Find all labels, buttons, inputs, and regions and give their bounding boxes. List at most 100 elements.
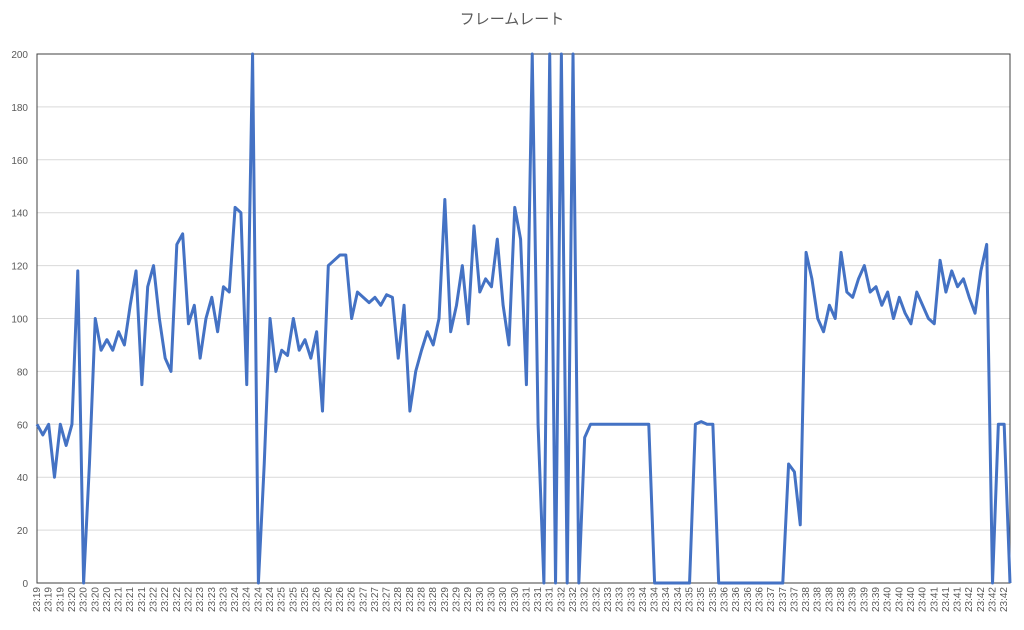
y-tick-label: 160 xyxy=(11,156,28,167)
x-tick-label: 23:32 xyxy=(568,587,579,612)
x-tick-label: 23:39 xyxy=(859,587,870,612)
y-tick-label: 180 xyxy=(11,103,28,114)
x-tick-label: 23:30 xyxy=(510,587,521,612)
x-tick-label: 23:33 xyxy=(626,587,637,612)
y-tick-label: 60 xyxy=(17,420,29,431)
y-tick-label: 40 xyxy=(17,473,29,484)
x-tick-label: 23:27 xyxy=(358,587,369,612)
x-tick-label: 23:22 xyxy=(149,587,160,612)
x-tick-label: 23:30 xyxy=(498,587,509,612)
x-tick-label: 23:20 xyxy=(67,587,78,612)
x-tick-label: 23:31 xyxy=(521,587,532,612)
x-tick-label: 23:24 xyxy=(265,587,276,612)
x-tick-label: 23:32 xyxy=(591,587,602,612)
x-tick-label: 23:35 xyxy=(708,587,719,612)
x-tick-label: 23:20 xyxy=(102,587,113,612)
x-tick-label: 23:36 xyxy=(743,587,754,612)
x-tick-label: 23:40 xyxy=(906,587,917,612)
x-tick-label: 23:21 xyxy=(114,587,125,612)
y-tick-label: 200 xyxy=(11,50,28,61)
x-tick-label: 23:21 xyxy=(125,587,136,612)
x-tick-label: 23:28 xyxy=(405,587,416,612)
x-tick-label: 23:26 xyxy=(335,587,346,612)
y-tick-label: 140 xyxy=(11,209,28,220)
y-tick-label: 120 xyxy=(11,262,28,273)
x-tick-label: 23:25 xyxy=(300,587,311,612)
x-tick-label: 23:38 xyxy=(824,587,835,612)
x-tick-label: 23:28 xyxy=(393,587,404,612)
x-tick-label: 23:42 xyxy=(988,587,999,612)
x-tick-label: 23:31 xyxy=(545,587,556,612)
x-tick-label: 23:40 xyxy=(918,587,929,612)
x-tick-label: 23:42 xyxy=(976,587,987,612)
x-tick-label: 23:39 xyxy=(871,587,882,612)
x-tick-label: 23:36 xyxy=(754,587,765,612)
x-tick-label: 23:42 xyxy=(964,587,975,612)
x-tick-label: 23:41 xyxy=(941,587,952,612)
x-tick-label: 23:20 xyxy=(79,587,90,612)
x-tick-label: 23:37 xyxy=(789,587,800,612)
x-tick-label: 23:28 xyxy=(428,587,439,612)
x-tick-label: 23:38 xyxy=(801,587,812,612)
x-tick-label: 23:22 xyxy=(183,587,194,612)
x-tick-label: 23:41 xyxy=(953,587,964,612)
x-tick-label: 23:42 xyxy=(999,587,1010,612)
x-tick-label: 23:34 xyxy=(638,587,649,612)
x-tick-label: 23:40 xyxy=(894,587,905,612)
x-tick-label: 23:33 xyxy=(615,587,626,612)
x-tick-label: 23:36 xyxy=(720,587,731,612)
x-tick-label: 23:38 xyxy=(836,587,847,612)
x-tick-label: 23:24 xyxy=(253,587,264,612)
x-tick-label: 23:23 xyxy=(195,587,206,612)
x-tick-label: 23:24 xyxy=(242,587,253,612)
x-tick-label: 23:19 xyxy=(32,587,43,612)
x-tick-label: 23:35 xyxy=(696,587,707,612)
x-tick-label: 23:32 xyxy=(556,587,567,612)
y-tick-label: 80 xyxy=(17,367,29,378)
x-tick-label: 23:35 xyxy=(685,587,696,612)
x-tick-label: 23:21 xyxy=(137,587,148,612)
x-tick-label: 23:39 xyxy=(848,587,859,612)
x-tick-label: 23:19 xyxy=(44,587,55,612)
x-tick-label: 23:40 xyxy=(883,587,894,612)
x-tick-label: 23:26 xyxy=(323,587,334,612)
x-tick-label: 23:23 xyxy=(207,587,218,612)
x-tick-label: 23:34 xyxy=(673,587,684,612)
x-tick-label: 23:27 xyxy=(370,587,381,612)
x-tick-label: 23:33 xyxy=(603,587,614,612)
x-tick-label: 23:29 xyxy=(451,587,462,612)
y-tick-label: 100 xyxy=(11,315,28,326)
x-tick-label: 23:20 xyxy=(90,587,101,612)
x-tick-label: 23:29 xyxy=(440,587,451,612)
x-tick-label: 23:25 xyxy=(277,587,288,612)
x-tick-label: 23:26 xyxy=(312,587,323,612)
x-tick-label: 23:23 xyxy=(218,587,229,612)
series-line xyxy=(35,52,1012,585)
x-tick-label: 23:25 xyxy=(288,587,299,612)
x-tick-label: 23:30 xyxy=(486,587,497,612)
x-tick-label: 23:22 xyxy=(172,587,183,612)
plot-border xyxy=(36,53,1011,584)
y-tick-label: 20 xyxy=(17,526,29,537)
x-tick-label: 23:30 xyxy=(475,587,486,612)
x-tick-label: 23:19 xyxy=(55,587,66,612)
x-tick-label: 23:28 xyxy=(417,587,428,612)
x-tick-label: 23:31 xyxy=(533,587,544,612)
x-tick-label: 23:24 xyxy=(230,587,241,612)
x-tick-label: 23:32 xyxy=(580,587,591,612)
x-tick-label: 23:29 xyxy=(463,587,474,612)
x-tick-label: 23:37 xyxy=(766,587,777,612)
x-tick-label: 23:34 xyxy=(650,587,661,612)
chart-title: フレームレート xyxy=(460,11,565,28)
x-tick-label: 23:36 xyxy=(731,587,742,612)
x-tick-label: 23:34 xyxy=(661,587,672,612)
x-tick-label: 23:26 xyxy=(347,587,358,612)
y-tick-label: 0 xyxy=(22,579,28,590)
x-tick-label: 23:37 xyxy=(778,587,789,612)
x-tick-label: 23:27 xyxy=(382,587,393,612)
x-tick-label: 23:41 xyxy=(929,587,940,612)
x-tick-label: 23:38 xyxy=(813,587,824,612)
x-tick-label: 23:22 xyxy=(160,587,171,612)
